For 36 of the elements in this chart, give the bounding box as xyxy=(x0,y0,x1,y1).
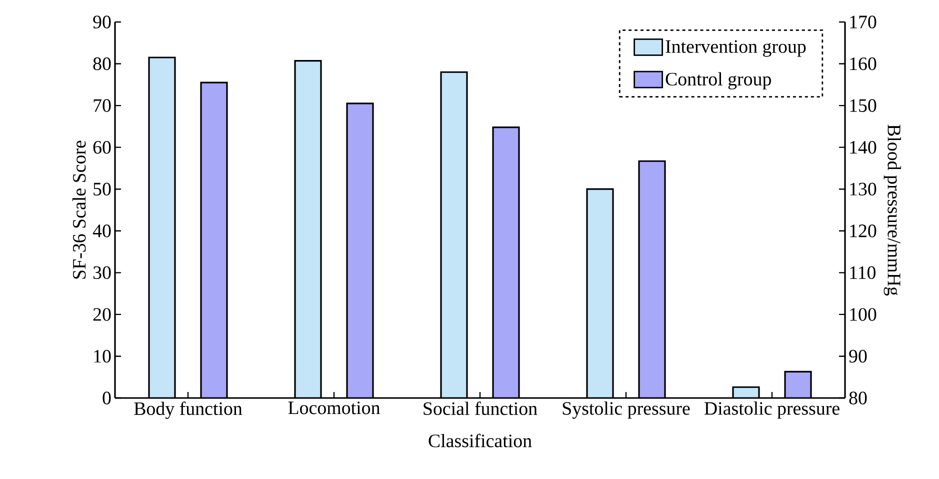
y-axis-title: SF-36 Scale Score xyxy=(72,140,86,279)
bar xyxy=(149,58,175,398)
y2-tick-label: 170 xyxy=(850,16,876,28)
y-tick-label: 60 xyxy=(93,140,111,154)
y-tick-label: 20 xyxy=(93,308,111,321)
y-tick-label: 90 xyxy=(93,16,111,28)
bar xyxy=(347,103,374,398)
x-tick-label: Body function xyxy=(134,402,242,419)
y-tick-label: 40 xyxy=(92,224,111,238)
bar xyxy=(201,82,228,398)
y2-axis-title: Blood pressure/mmHg xyxy=(884,124,901,296)
x-tick-label: Diastolic pressure xyxy=(704,402,840,419)
y-tick-label: 70 xyxy=(94,99,111,112)
y-tick-label: 10 xyxy=(94,350,111,363)
legend-label: Intervention group xyxy=(666,40,806,57)
y2-tick-label: 90 xyxy=(849,350,867,363)
y-tick-label: 80 xyxy=(93,57,111,70)
y-tick-label: 50 xyxy=(94,182,111,196)
y2-tick-label: 130 xyxy=(850,182,876,196)
y2-tick-label: 80 xyxy=(849,392,867,404)
y2-tick-label: 160 xyxy=(850,57,876,70)
y2-tick-label: 110 xyxy=(850,266,876,280)
bar xyxy=(492,126,520,398)
y2-tick-label: 100 xyxy=(850,308,876,321)
bar xyxy=(295,60,322,398)
x-tick-label: Systolic pressure xyxy=(562,402,690,419)
x-tick-label: Social function xyxy=(424,402,538,416)
x-tick-label: Locomotion xyxy=(288,402,380,414)
y2-tick-label: 140 xyxy=(850,140,876,154)
legend-label: Control group xyxy=(666,72,771,90)
y2-tick-label: 150 xyxy=(850,99,876,112)
y2-tick-label: 120 xyxy=(850,224,876,238)
y-tick-label: 0 xyxy=(102,392,111,404)
bar xyxy=(440,71,468,398)
y-tick-label: 30 xyxy=(93,266,111,280)
x-axis-title: Classification xyxy=(428,434,532,448)
